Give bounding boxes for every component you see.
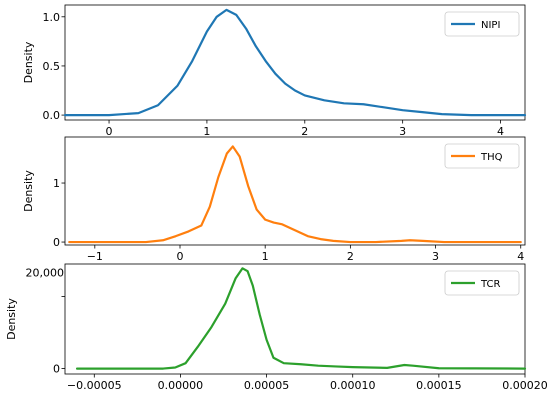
x-tick-label: 0.00020 bbox=[502, 379, 548, 392]
y-axis-label: Density bbox=[22, 41, 35, 83]
plot-frame bbox=[64, 263, 526, 375]
x-tick-label: 0.00000 bbox=[158, 379, 204, 392]
x-tick-label: 1 bbox=[262, 250, 269, 263]
x-tick-label: 3 bbox=[432, 250, 439, 263]
y-axis-label: Density bbox=[22, 170, 35, 212]
x-tick-label: 0.00010 bbox=[330, 379, 376, 392]
y-tick-label: 1.0 bbox=[43, 11, 61, 24]
plot-frame bbox=[64, 4, 526, 121]
panel-tcr: −0.00005 0.00000 0.00005 0.00010 0.00015 0.00… bbox=[5, 263, 548, 392]
y-tick-label: 20,000 bbox=[26, 266, 65, 279]
x-tick-label: 4 bbox=[497, 125, 504, 138]
series-line-nipi bbox=[63, 8, 527, 117]
y-tick-label: 0 bbox=[53, 236, 60, 249]
legend-label: NIPI bbox=[481, 20, 500, 31]
y-tick-label: 0.5 bbox=[43, 60, 61, 73]
x-tick-label: 3 bbox=[399, 125, 406, 138]
panel-thq: −1 0 1 2 3 4 0 1 Density THQ bbox=[22, 136, 526, 263]
legend: TCR bbox=[444, 270, 520, 296]
panel-nipi: 0 1 2 3 4 0.0 0.5 1.0 Density NIPI bbox=[22, 4, 527, 138]
y-axis-label: Density bbox=[5, 298, 18, 340]
x-tick-label: 0.00015 bbox=[416, 379, 462, 392]
legend: NIPI bbox=[444, 11, 520, 37]
x-tick-label: 4 bbox=[517, 250, 524, 263]
x-tick-label: 1 bbox=[203, 125, 210, 138]
x-tick-label: −0.00005 bbox=[67, 379, 122, 392]
x-tick-label: 0.00005 bbox=[244, 379, 290, 392]
legend-box bbox=[444, 143, 520, 169]
y-tick-label: 0.0 bbox=[43, 109, 61, 122]
legend-label: THQ bbox=[480, 152, 503, 163]
x-tick-label: −1 bbox=[87, 250, 103, 263]
series-line-tcr bbox=[75, 267, 527, 370]
x-tick-label: 2 bbox=[301, 125, 308, 138]
x-tick-label: 0 bbox=[106, 125, 113, 138]
series-line-thq bbox=[68, 145, 522, 244]
plot-frame bbox=[64, 136, 526, 246]
y-tick-label: 0 bbox=[53, 363, 60, 376]
x-tick-label: 0 bbox=[177, 250, 184, 263]
legend: THQ bbox=[444, 143, 520, 169]
legend-box bbox=[444, 11, 520, 37]
x-tick-label: 2 bbox=[347, 250, 354, 263]
legend-box bbox=[444, 270, 520, 296]
legend-label: TCR bbox=[480, 279, 501, 290]
y-tick-label: 1 bbox=[53, 177, 60, 190]
